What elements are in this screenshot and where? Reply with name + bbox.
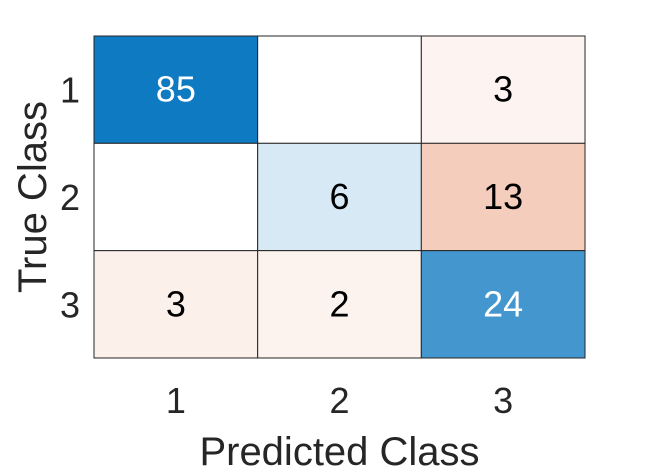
heatmap-cell-r3-c1 [93,250,259,359]
y-axis-label: True Class [11,101,55,293]
heatmap-cell-r1-c3 [420,35,586,144]
y-axis-tick-labels: 1 2 3 [60,70,80,326]
heatmap-cell-r3-c3 [420,250,586,359]
cell-value-label: 85 [156,69,196,110]
cell-value-label: 24 [483,283,523,324]
heatmap-cell-r3-c2 [257,250,422,359]
x-tick-label: 3 [493,380,513,421]
heatmap-cell-r2-c2 [257,142,422,252]
cell-value-label: 3 [166,283,186,324]
x-axis-tick-labels: 1 2 3 [166,380,513,421]
cell-value-label: 2 [329,283,349,324]
x-tick-label: 1 [166,380,186,421]
heatmap-cell-r2-c3 [420,142,586,252]
cell-value-label: 3 [493,69,513,110]
cell-value-label: 13 [483,176,523,217]
heatmap-cell-r1-c2 [257,35,422,144]
heatmap-cell-r1-c1 [93,35,259,144]
x-tick-label: 2 [329,380,349,421]
x-axis-label: Predicted Class [199,430,479,474]
heatmap-cell-r2-c1 [93,142,259,252]
y-tick-label: 3 [60,284,80,325]
y-tick-label: 1 [60,70,80,111]
y-tick-label: 2 [60,177,80,218]
cell-value-label: 6 [329,176,349,217]
heatmap-cells: 85 3 6 13 3 2 24 [93,35,586,359]
